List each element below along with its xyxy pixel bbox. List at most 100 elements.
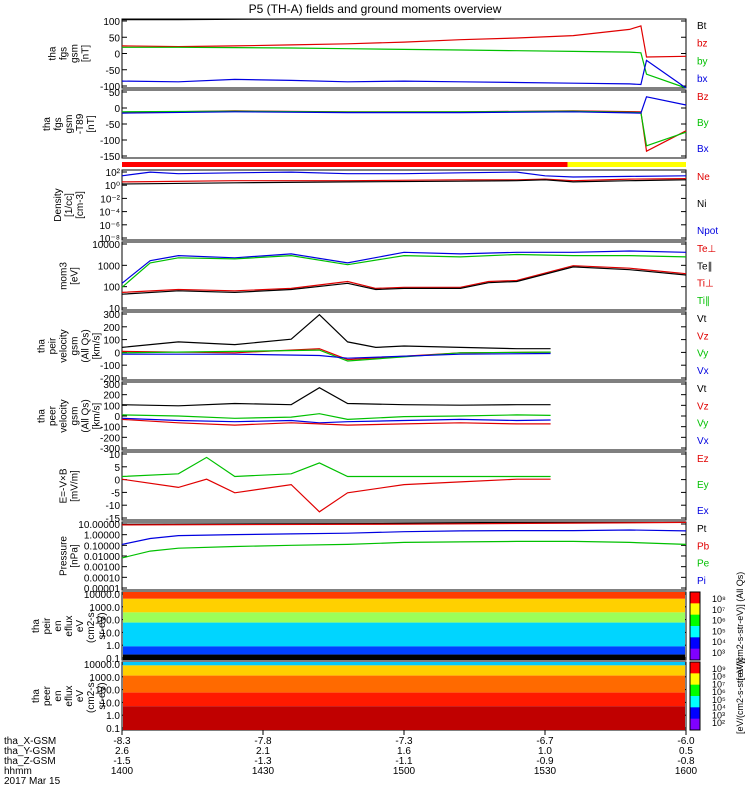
- spectrogram-band: [123, 665, 685, 676]
- xaxis-tick-label: -8.3: [113, 736, 131, 747]
- y-tick-label: 100: [103, 283, 120, 294]
- xaxis-row-label: hhmm: [4, 766, 32, 777]
- colorbar-segment: [690, 673, 700, 686]
- colorbar-tick-label: 10⁶: [712, 687, 726, 697]
- colorbar-tick-label: 10²: [712, 718, 725, 728]
- colorbar-segment: [690, 662, 700, 674]
- y-axis-label: [km/s]: [92, 402, 103, 429]
- y-axis-label: -T89: [75, 113, 86, 134]
- y-tick-label: 1000: [98, 261, 121, 272]
- series-pe: [121, 540, 687, 559]
- xaxis-tick-label: 1430: [252, 766, 275, 777]
- y-tick-label: -15: [106, 514, 121, 525]
- y-tick-label: 10000.0: [84, 590, 121, 601]
- y-axis-label: peir: [48, 337, 59, 354]
- y-tick-label: -300: [100, 444, 120, 455]
- y-axis-label: peir: [42, 617, 53, 634]
- legend-ey: Ey: [697, 480, 709, 491]
- xaxis-tick-label: -6.7: [536, 736, 554, 747]
- y-axis-label: [mV/m]: [70, 470, 81, 502]
- legend-vy: Vy: [697, 419, 708, 430]
- xaxis-tick-label: 1400: [111, 766, 134, 777]
- y-tick-label: 10⁻²: [100, 194, 120, 205]
- y-axis-label: (cm2-s-: [86, 679, 97, 713]
- y-tick-label: 50: [109, 88, 121, 99]
- y-axis-label: gsm: [64, 115, 75, 134]
- panel-5: 300 200 1000 -100 -200 tha peir velocity gsm (All…: [37, 310, 709, 385]
- legend-vz: Vz: [697, 401, 709, 412]
- y-tick-label: 100.0: [95, 686, 120, 697]
- y-tick-label: -100: [100, 361, 120, 372]
- spectrogram-band: [123, 598, 685, 613]
- y-axis-label: eV: [75, 690, 86, 703]
- spectrogram-band: [123, 692, 685, 707]
- panel-1: 100 50 0 -50 -100 tha fgs gsm [nT] Bt bz by bx: [48, 17, 708, 93]
- panel-frame: [121, 89, 687, 159]
- series-bz: [121, 25, 687, 58]
- legend-vx: Vx: [697, 366, 709, 377]
- colorbar-tick-label: 10⁴: [712, 637, 726, 647]
- colorbar-frame: [689, 661, 701, 731]
- colorbar-segment: [690, 614, 700, 627]
- y-tick-label: 10⁰: [105, 181, 120, 192]
- y-axis-label: sr-eV): [97, 682, 108, 709]
- series-bx: [121, 59, 687, 89]
- y-tick-label: 10000.0: [84, 660, 121, 671]
- xaxis-row-label: tha_X-GSM: [4, 736, 56, 747]
- colorbar-segment: [690, 696, 700, 708]
- spectrogram-band: [123, 675, 685, 693]
- legend-pe: Pe: [697, 559, 710, 570]
- series-vz: [121, 418, 551, 426]
- colorbar-tick-label: 10⁶: [712, 616, 726, 626]
- legend-vy: Vy: [697, 349, 708, 360]
- y-axis-label: [1/cc]: [64, 193, 75, 217]
- colorbar-tick-label: 10³: [712, 710, 725, 720]
- series-te: [121, 266, 687, 295]
- xaxis-tick-label: 1.6: [397, 746, 411, 757]
- y-axis-label: fgs: [59, 47, 70, 60]
- y-tick-label: 1000.0: [89, 673, 120, 684]
- y-tick-label: 0.1: [106, 654, 120, 665]
- panel-8: 10.000001.000000.100000.010000.001000.00…: [59, 520, 710, 595]
- y-tick-label: 10000: [92, 240, 120, 251]
- mode-bar-fast-survey: [122, 162, 568, 167]
- xaxis-row-label: tha_Z-GSM: [4, 756, 56, 767]
- y-axis-label: eflux: [64, 615, 75, 636]
- colorbar-segment: [690, 718, 700, 731]
- series-bt: [122, 18, 495, 21]
- y-tick-label: 1.0: [106, 711, 120, 722]
- series-te: [121, 265, 687, 293]
- legend-ne: Ne: [697, 172, 710, 183]
- colorbar-segment: [690, 707, 700, 720]
- xaxis-tick-label: 1500: [393, 766, 416, 777]
- xaxis-tick-label: -1.1: [395, 756, 413, 767]
- legend-vz: Vz: [697, 331, 709, 342]
- series-npot: [121, 171, 687, 178]
- spectrogram-band: [123, 622, 685, 647]
- series-by: [122, 46, 687, 89]
- y-axis-label: gsm: [70, 337, 81, 356]
- panel-7: 10 5 0-5 -10 -15 E=-V×B [mV/m] Ez Ey Ex: [59, 450, 709, 525]
- y-axis-label: peer: [42, 685, 53, 706]
- colorbar-tick-label: 10⁴: [712, 703, 726, 713]
- colorbar-label: [eV/(cm2-s-str-eV)] (All Qs): [735, 572, 745, 681]
- spectrogram-band: [123, 662, 685, 666]
- y-tick-label: 200: [103, 391, 120, 402]
- y-tick-label: 0.00010: [84, 573, 121, 584]
- y-tick-label: 0.1: [106, 724, 120, 735]
- y-tick-label: 0: [114, 476, 120, 487]
- legend-by: By: [697, 118, 709, 129]
- xaxis-tick-label: -0.9: [536, 756, 554, 767]
- series-vt: [121, 387, 551, 407]
- y-tick-label: 200: [103, 323, 120, 334]
- y-tick-label: 1000.0: [89, 603, 120, 614]
- colorbar-tick-label: 10⁵: [712, 626, 726, 636]
- series-ti: [121, 253, 687, 288]
- colorbar-tick-label: 10⁷: [712, 679, 725, 689]
- series-ni: [121, 179, 687, 185]
- panel-frame: [121, 169, 687, 241]
- colorbar-tick-label: 10⁸: [712, 594, 726, 604]
- xaxis-tick-label: 2.6: [115, 746, 129, 757]
